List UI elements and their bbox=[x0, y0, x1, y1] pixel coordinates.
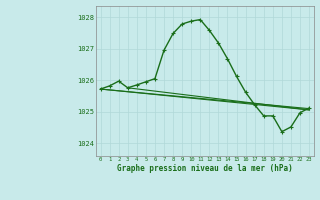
X-axis label: Graphe pression niveau de la mer (hPa): Graphe pression niveau de la mer (hPa) bbox=[117, 164, 293, 173]
